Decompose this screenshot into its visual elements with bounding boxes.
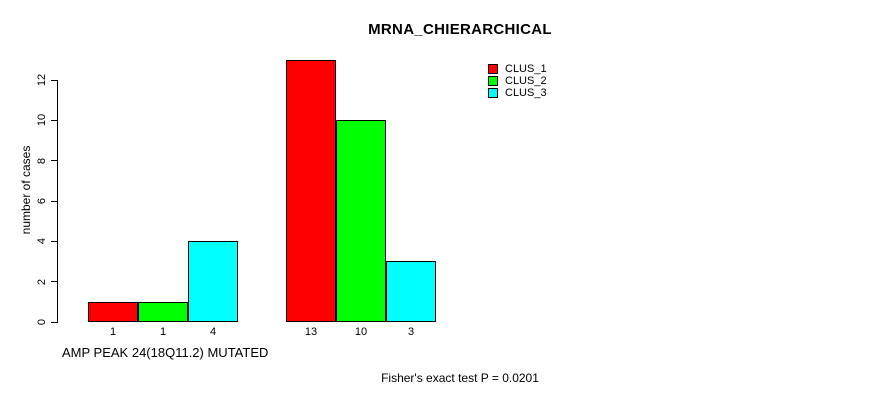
legend: CLUS_1 CLUS_2 CLUS_3 bbox=[488, 63, 547, 99]
bar-clus_3-group2 bbox=[386, 261, 436, 322]
bar-value-label-clus_2-group1: 1 bbox=[159, 326, 167, 338]
y-axis-tick-10 bbox=[51, 119, 58, 121]
legend-row-clus_1: CLUS_1 bbox=[488, 63, 547, 75]
legend-swatch-icon-clus_1 bbox=[488, 64, 498, 74]
legend-label-clus_2: CLUS_2 bbox=[505, 75, 547, 87]
bar-value-label-clus_3-group2: 3 bbox=[407, 326, 415, 338]
bar-value-label-clus_2-group2: 10 bbox=[354, 326, 368, 338]
bar-clus_3-group1 bbox=[188, 241, 238, 322]
y-axis-tick-4 bbox=[51, 240, 58, 242]
footer-annotation: Fisher's exact test P = 0.0201 bbox=[381, 371, 539, 385]
x-axis-label: AMP PEAK 24(18Q11.2) MUTATED bbox=[62, 345, 269, 360]
y-axis-tick-0 bbox=[51, 321, 58, 323]
bar-value-label-clus_1-group2: 13 bbox=[304, 326, 318, 338]
legend-swatch-icon-clus_2 bbox=[488, 76, 498, 86]
bar-value-label-clus_3-group1: 4 bbox=[209, 326, 217, 338]
y-axis-tick-label-0: 0 bbox=[36, 318, 48, 326]
legend-row-clus_2: CLUS_2 bbox=[488, 75, 547, 87]
legend-swatch-icon-clus_3 bbox=[488, 88, 498, 98]
y-axis-tick-label-4: 4 bbox=[36, 238, 48, 245]
y-axis-tick-label-10: 10 bbox=[36, 114, 48, 127]
y-axis-tick-2 bbox=[51, 281, 58, 283]
y-axis-tick-label-2: 2 bbox=[36, 278, 48, 285]
bar-clus_1-group1 bbox=[88, 302, 138, 322]
bar-clus_2-group1 bbox=[138, 302, 188, 322]
legend-row-clus_3: CLUS_3 bbox=[488, 87, 547, 99]
chart-title: MRNA_CHIERARCHICAL bbox=[368, 21, 552, 38]
bar-clus_1-group2 bbox=[286, 60, 336, 322]
y-axis-tick-label-8: 8 bbox=[36, 157, 48, 164]
legend-label-clus_1: CLUS_1 bbox=[505, 63, 547, 75]
bar-clus_2-group2 bbox=[336, 120, 386, 322]
y-axis-tick-8 bbox=[51, 160, 58, 162]
y-axis-tick-label-6: 6 bbox=[36, 197, 48, 205]
y-axis-title: number of cases bbox=[19, 145, 33, 235]
y-axis-tick-12 bbox=[51, 79, 58, 81]
y-axis-line bbox=[57, 80, 58, 323]
legend-label-clus_3: CLUS_3 bbox=[505, 87, 547, 99]
y-axis-tick-label-12: 12 bbox=[36, 73, 48, 87]
y-axis-tick-6 bbox=[51, 200, 58, 202]
bar-value-label-clus_1-group1: 1 bbox=[109, 326, 117, 338]
